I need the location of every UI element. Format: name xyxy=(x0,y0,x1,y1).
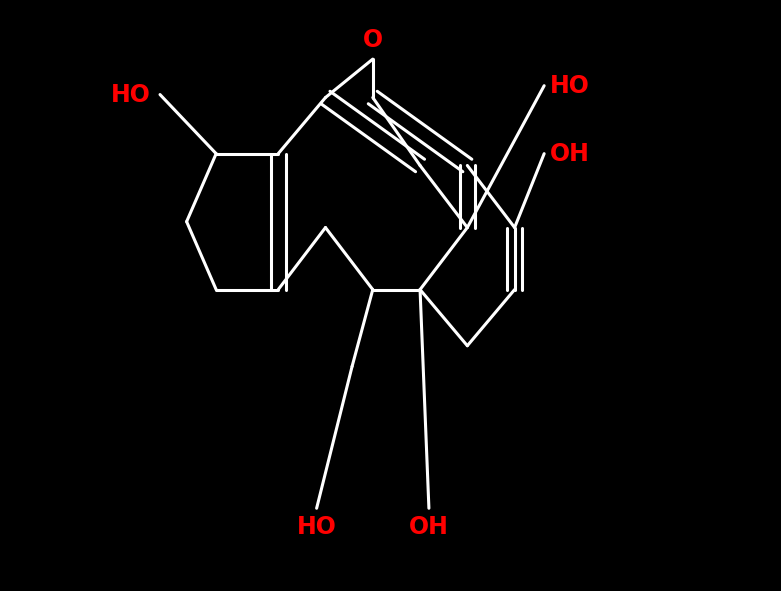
Text: OH: OH xyxy=(409,515,449,540)
Text: O: O xyxy=(362,28,383,52)
Text: HO: HO xyxy=(550,74,590,98)
Text: OH: OH xyxy=(550,142,590,165)
Text: HO: HO xyxy=(297,515,337,540)
Text: HO: HO xyxy=(111,83,152,106)
